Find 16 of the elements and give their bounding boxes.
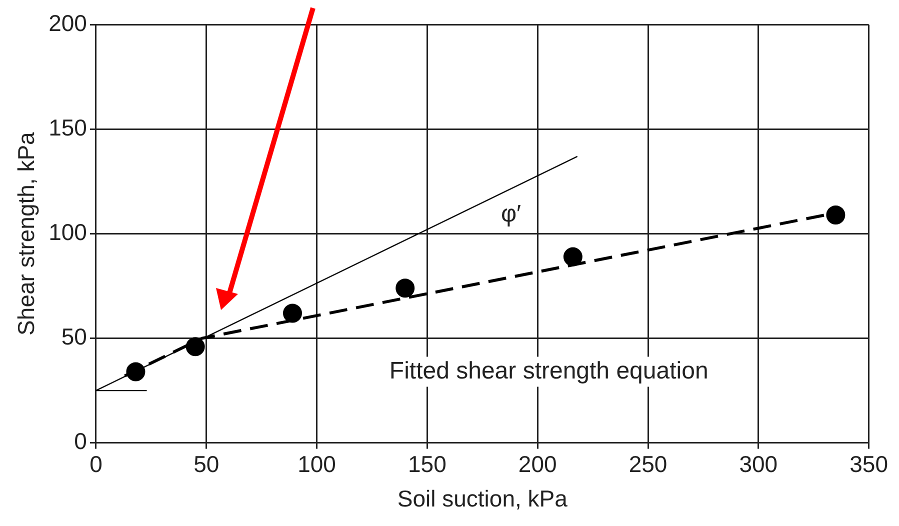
x-tick-label: 200 (518, 450, 557, 477)
x-tick-label: 300 (739, 450, 778, 477)
annotation: φ′ (500, 200, 522, 228)
y-tick-label: 100 (48, 219, 87, 246)
y-tick-label: 150 (48, 114, 87, 141)
y-tick-label: 200 (48, 10, 87, 36)
x-tick-label: 350 (850, 450, 888, 477)
x-tick-label: 250 (628, 450, 668, 477)
x-tick-label: 50 (194, 450, 220, 477)
y-tick-label: 0 (74, 428, 87, 454)
y-tick-label: 50 (61, 324, 87, 350)
annotation: Fitted shear strength equation (389, 357, 708, 384)
x-axis-title: Soil suction, kPa (397, 486, 568, 512)
y-axis-title: Shear strength, kPa (13, 132, 40, 336)
x-tick-label: 150 (408, 450, 446, 477)
x-tick-label: 100 (298, 450, 336, 477)
